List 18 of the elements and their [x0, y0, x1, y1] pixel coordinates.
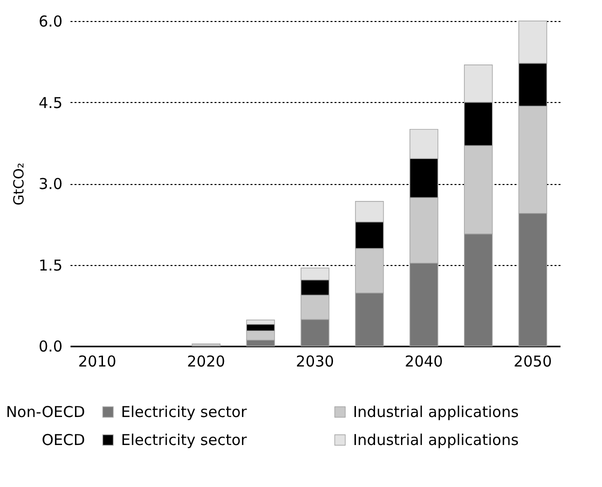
- x-tick-label: 2020: [187, 352, 226, 370]
- bar: [192, 343, 220, 346]
- y-tick-label: 0.0: [38, 338, 62, 356]
- y-tick-label: 4.5: [38, 94, 62, 112]
- y-tick-label: 1.5: [38, 256, 62, 274]
- legend-label: Electricity sector: [121, 431, 248, 449]
- y-axis-title: GtCO₂: [12, 162, 28, 206]
- text: OECD: [42, 431, 85, 449]
- legend-label: Industrial applications: [353, 431, 519, 449]
- legend-label: Electricity sector: [121, 403, 248, 421]
- text: Non-OECD: [6, 403, 85, 421]
- y-tick-label: 3.0: [38, 175, 62, 193]
- x-tick-label: 2040: [404, 352, 443, 370]
- x-tick-label: 2010: [78, 352, 116, 370]
- x-tick-label: 2030: [296, 352, 334, 370]
- legend-label: Industrial applications: [353, 403, 519, 421]
- x-tick-label: 2050: [514, 352, 552, 370]
- y-tick-label: 6.0: [38, 12, 62, 30]
